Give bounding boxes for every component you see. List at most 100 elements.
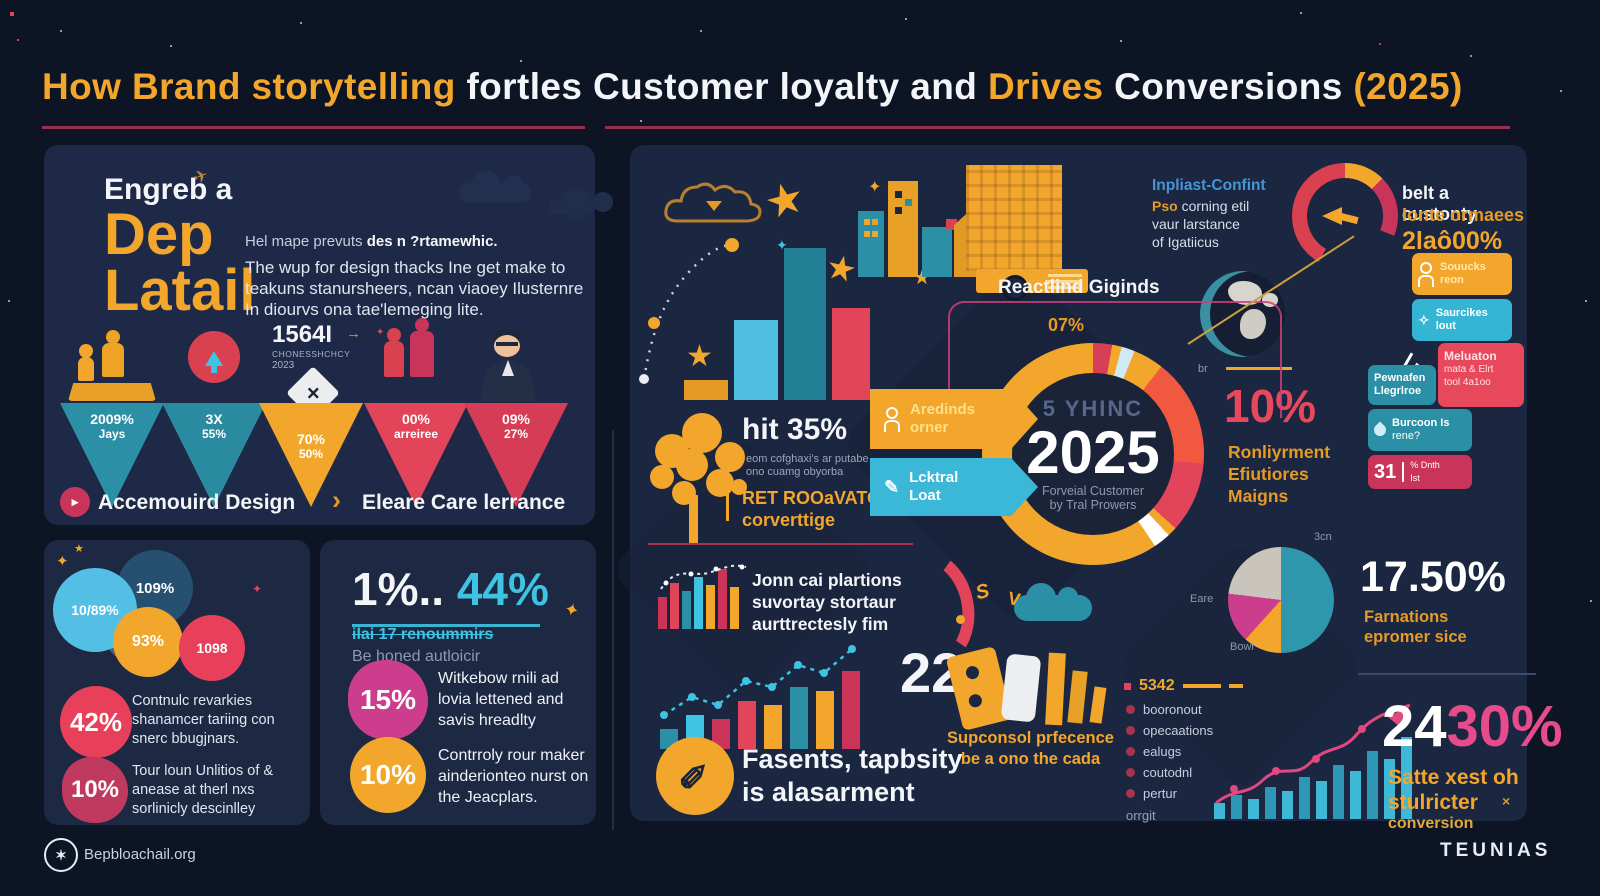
hit-sub-1: eom cofghaxi's ar putabe <box>746 453 869 465</box>
button-line-1: Burcoon Is <box>1392 417 1450 429</box>
bar-red <box>832 308 870 400</box>
footer-logo: ✶ <box>44 838 78 872</box>
title-accent-3: (2025) <box>1353 66 1463 107</box>
star-dots <box>300 22 302 24</box>
gift-icon: ✧ <box>1418 311 1430 328</box>
stat-10-badge: 10% <box>62 757 128 823</box>
design-lead: Hel mape prevuts des n ?rtamewhic. <box>245 233 595 250</box>
bus-lines <box>1048 274 1082 277</box>
up-arrow-icon <box>188 331 240 383</box>
percent-panel: ✦ 1%.. 44% ilai 17 renoummirs Be honed a… <box>320 540 596 825</box>
legend-item: orrgit <box>1126 807 1156 825</box>
arrow-up-shape <box>205 350 223 366</box>
red-accent <box>946 219 957 230</box>
rate-divider <box>1402 462 1405 482</box>
thin-rule <box>1358 673 1536 675</box>
page-title: How Brand storytelling fortles Customer … <box>42 66 1463 108</box>
title-rule-left <box>42 126 585 129</box>
city-caption: Reactlind Giginds <box>998 277 1160 298</box>
payment-line-2: Llegrlroe <box>1374 385 1422 397</box>
hit-title: hit 35% <box>742 413 848 446</box>
city-cluster <box>858 165 1108 301</box>
star-icon: ★ <box>686 340 713 373</box>
stat-15-text: Witkebow rnili ad lovia lettened and sav… <box>438 670 564 729</box>
story-bar-chart <box>658 564 747 629</box>
megaphone-cluster: S V <box>945 580 1112 731</box>
funnel-sub: arreiree <box>393 427 439 441</box>
percent-headline: 1%.. 44% <box>352 562 549 616</box>
button-line-2: rene? <box>1392 430 1421 442</box>
pie-line-1: Farnations <box>1364 608 1449 626</box>
final-number: 2430% <box>1382 697 1563 757</box>
banner-lateral: ✎ Lcktral Loat <box>870 458 1038 516</box>
story-line-3: aurttrectesly fim <box>752 614 889 634</box>
legend-bullet <box>1126 726 1135 735</box>
sponsor-text: Supconsol prfecence be a ono the cada <box>928 728 1133 770</box>
donut-caption-2: by Tral Prowers <box>1049 498 1137 512</box>
envelope-x-mark: × <box>306 379 320 405</box>
orange-bar <box>1089 686 1107 724</box>
valuation-line-3: tool 4a1oo <box>1444 377 1491 388</box>
conflict-line-1: Pso corning etil <box>1152 197 1249 215</box>
legend-bullet <box>1126 705 1135 714</box>
gauge-pointer <box>1322 207 1342 225</box>
donut-chart: 5 YHINC 2025 Forveial Customer by Tral P… <box>982 343 1204 565</box>
box-payment: Pewnafen Llegrlroe <box>1368 365 1436 405</box>
conversion-bar-chart <box>1214 703 1412 819</box>
percent-cyan: 44% <box>456 563 549 615</box>
conflict-line-2: vaur larstance <box>1152 216 1240 232</box>
gauge-line-2: Ionte ormaees <box>1402 205 1525 225</box>
banner1-line-2: orner <box>910 419 949 436</box>
window <box>895 191 902 198</box>
hit-cta-1: RET ROOaVATO ne <box>742 488 908 508</box>
pie-label-bottom: Bowr <box>1230 641 1256 653</box>
star-icon: ★ <box>74 543 84 555</box>
figure-icon <box>384 341 404 377</box>
pie-value: 17.50% <box>1360 553 1506 601</box>
box-button: Burcoon Is rene? <box>1368 409 1472 451</box>
stat-42-text: Contnulc revarkies shanamcer tariing con… <box>132 693 275 747</box>
donut-callout: 07% <box>1048 315 1085 335</box>
pencil-icon: ✎ <box>673 760 715 792</box>
stat-10-badge: 10% <box>350 737 426 813</box>
orange-bar <box>1067 670 1088 724</box>
bar-lightblue <box>734 320 778 400</box>
person-icon <box>1418 262 1434 287</box>
legend-label: pertur <box>1143 786 1177 801</box>
pink-connector-line <box>948 301 1282 418</box>
final-line-1: Satte xest oh <box>1388 766 1519 789</box>
stat-15-badge: 15% <box>348 660 428 740</box>
growth-line-1: Ronliyrment <box>1228 442 1331 462</box>
bar-teal <box>784 248 826 400</box>
legend-header-row: 5342 <box>1124 677 1243 695</box>
box-valuation: Meluaton mata & Elrt tool 4a1oo <box>1438 343 1524 407</box>
title-white-2: Conversions <box>1103 66 1354 107</box>
donut-center-text: 5 YHINC 2025 Forveial Customer by Tral P… <box>1012 373 1174 535</box>
payment-line-1: Pewnafen <box>1374 372 1426 384</box>
gold-x-mark: × <box>1502 793 1511 809</box>
star-icon: ✦ <box>868 179 882 196</box>
design-headline-1: Dep <box>104 202 214 267</box>
gauge-line-3: 2laô00% <box>1402 227 1503 255</box>
legend-bullet <box>1126 747 1135 756</box>
play-icon: ▸ <box>60 487 90 517</box>
valuation-line-2: mata & Elrt <box>1444 364 1494 375</box>
footer-brand: TEUNIAS <box>1440 840 1552 861</box>
design-body: The wup for design thacks Ine get make t… <box>245 258 584 319</box>
orange-dash <box>1182 684 1221 688</box>
building-teal-small <box>922 219 957 277</box>
dotted-trend-line <box>639 238 739 384</box>
pie-line-2: epromer sice <box>1364 628 1467 646</box>
footer-site: Bepbloachail.org <box>84 846 196 863</box>
pencil-badge: ✎ <box>656 737 734 815</box>
stat-year: 2023 <box>272 360 295 371</box>
fasents-line-1: Fasents, tapbsity <box>742 744 963 774</box>
megaphone-hole <box>964 664 981 681</box>
bar-pedestal <box>684 380 728 400</box>
building-orange <box>888 181 918 277</box>
final-line-3: conversion <box>1388 815 1474 832</box>
bubble-red: 1098 <box>179 615 245 681</box>
legend-item: opecaations <box>1126 723 1213 738</box>
funnel-sub: 50% <box>298 447 324 461</box>
hit-sub-2: ono cuamg obyorba <box>746 466 844 478</box>
